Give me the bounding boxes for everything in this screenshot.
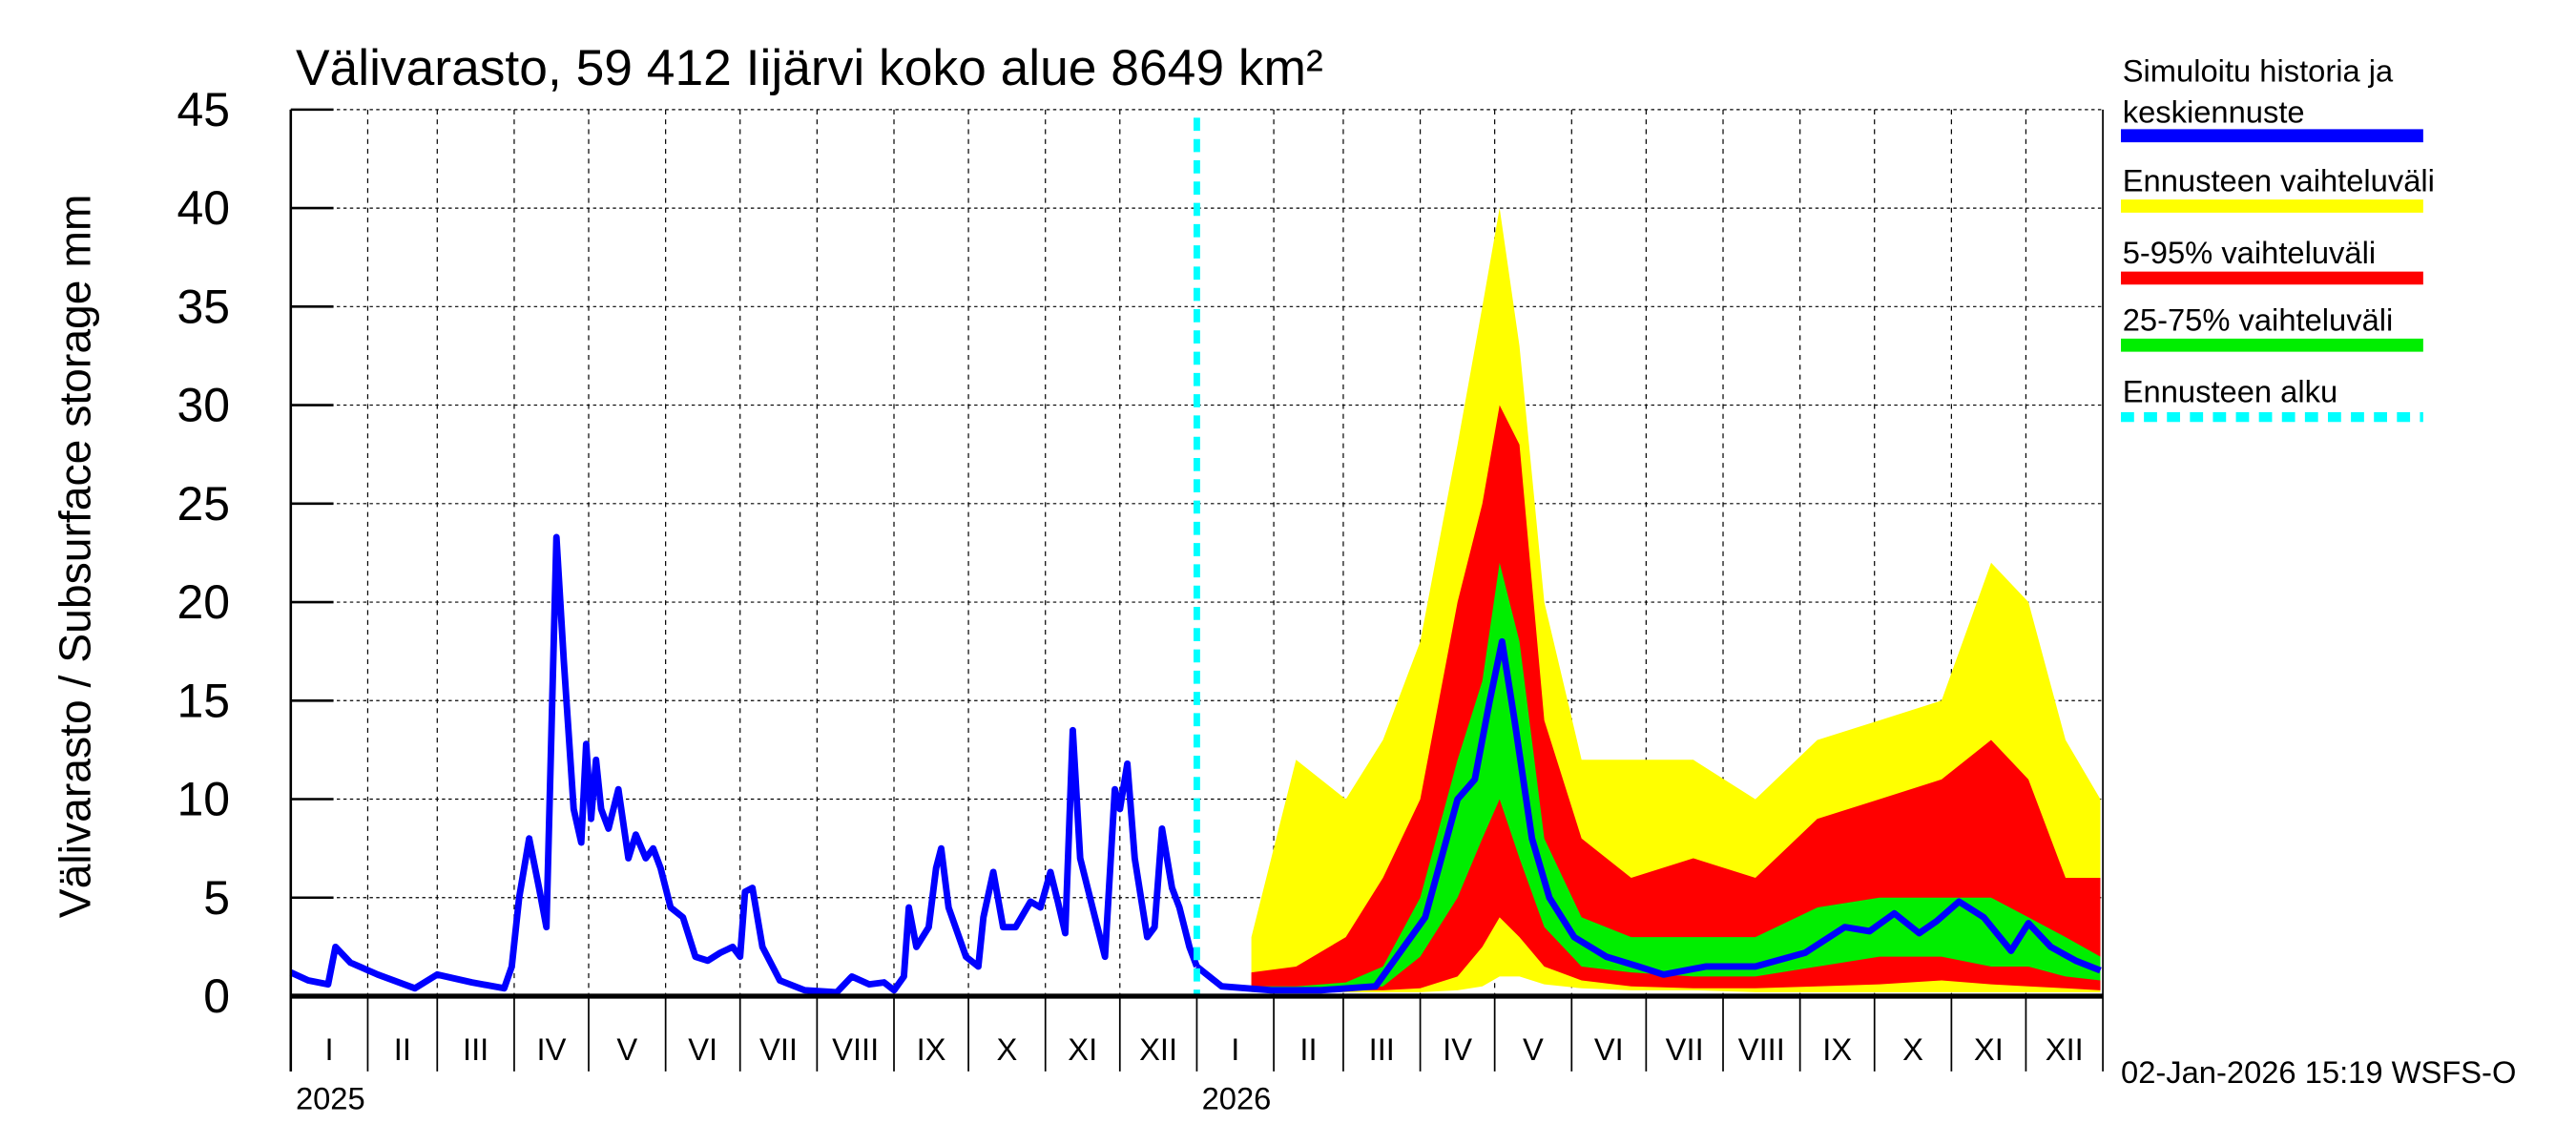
- forecast-median-line: [1195, 637, 2102, 994]
- legend-label-history-1: Simuloitu historia ja: [2123, 53, 2394, 89]
- x-axis-labels: I II III IV V VI VII VIII IX X XI XII I II III IV V VI VII…: [296, 1031, 2084, 1115]
- y-axis-label: Välivarasto / Subsurface storage mm: [51, 195, 100, 919]
- legend-label-forecast-start: Ennusteen alku: [2123, 374, 2337, 409]
- y-tick-label: 30: [177, 379, 231, 432]
- y-tick-label: 35: [177, 281, 231, 334]
- y-tick-label: 15: [177, 675, 231, 728]
- month-label: II: [1299, 1031, 1317, 1067]
- month-label: I: [325, 1031, 334, 1067]
- legend-label-5-95: 5-95% vaihteluväli: [2123, 235, 2376, 270]
- chart-title: Välivarasto, 59 412 Iijärvi koko alue 86…: [296, 40, 1323, 96]
- month-label: IV: [537, 1031, 567, 1067]
- month-label: IX: [917, 1031, 946, 1067]
- month-label: III: [1369, 1031, 1395, 1067]
- month-label: XI: [1068, 1031, 1097, 1067]
- month-label: II: [394, 1031, 411, 1067]
- y-tick-label: 45: [177, 83, 231, 136]
- month-label: X: [996, 1031, 1017, 1067]
- forecast-bands: [1251, 208, 2101, 992]
- month-label: VI: [688, 1031, 717, 1067]
- y-tick-label: 0: [203, 969, 230, 1023]
- month-label: V: [1523, 1031, 1544, 1067]
- month-label: IX: [1822, 1031, 1852, 1067]
- y-tick-label: 40: [177, 181, 231, 235]
- month-label: VIII: [1738, 1031, 1785, 1067]
- month-label: VII: [759, 1031, 798, 1067]
- month-label: VI: [1594, 1031, 1624, 1067]
- month-label: XII: [2046, 1031, 2084, 1067]
- legend-label-range: Ennusteen vaihteluväli: [2123, 163, 2435, 198]
- month-label: XII: [1139, 1031, 1177, 1067]
- y-tick-label: 10: [177, 773, 231, 826]
- y-tick-label: 20: [177, 575, 231, 629]
- timestamp: 02-Jan-2026 15:19 WSFS-O: [2121, 1054, 2516, 1090]
- month-label: VII: [1666, 1031, 1704, 1067]
- year-label: 2025: [296, 1080, 365, 1115]
- month-label: VIII: [832, 1031, 879, 1067]
- history-line: [289, 533, 1200, 996]
- year-label: 2026: [1202, 1080, 1272, 1115]
- month-label: III: [463, 1031, 488, 1067]
- legend-label-history-2: keskiennuste: [2123, 94, 2305, 130]
- month-label: V: [616, 1031, 637, 1067]
- y-tick-label: 5: [203, 871, 230, 925]
- month-label: XI: [1974, 1031, 2004, 1067]
- legend: Simuloitu historia ja keskiennuste Ennus…: [2121, 53, 2435, 423]
- month-label: IV: [1443, 1031, 1472, 1067]
- axes: 0 5 10 15 20 25 30 35 40 45: [177, 83, 2104, 1072]
- month-label: I: [1231, 1031, 1239, 1067]
- month-label: X: [1902, 1031, 1923, 1067]
- band-25-75: [1251, 562, 2101, 989]
- legend-label-25-75: 25-75% vaihteluväli: [2123, 302, 2394, 337]
- series-lines: [289, 117, 2102, 996]
- y-tick-label: 25: [177, 477, 231, 531]
